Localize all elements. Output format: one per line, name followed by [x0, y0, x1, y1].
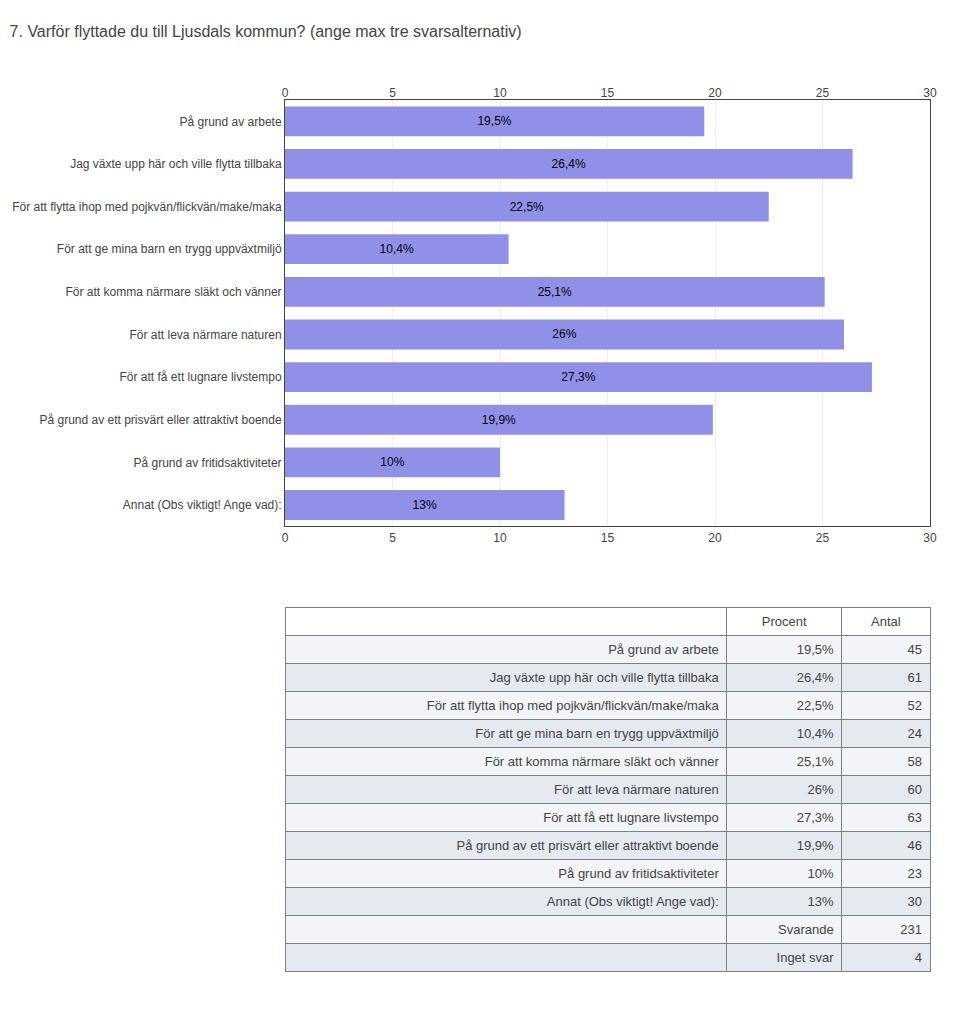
- svg-text:22,5%: 22,5%: [797, 698, 834, 713]
- svg-text:För att ge mina barn en trygg: För att ge mina barn en trygg uppväxtmil…: [475, 726, 719, 741]
- svg-text:22,5%: 22,5%: [510, 200, 544, 214]
- svg-text:Svarande: Svarande: [778, 922, 834, 937]
- svg-text:För att ge mina barn en trygg: För att ge mina barn en trygg uppväxtmil…: [57, 242, 282, 256]
- svg-text:24: 24: [908, 726, 922, 741]
- svg-text:23: 23: [908, 866, 922, 881]
- svg-text:För att komma närmare släkt oc: För att komma närmare släkt och vänner: [66, 285, 282, 299]
- svg-text:45: 45: [908, 642, 922, 657]
- svg-text:26%: 26%: [808, 782, 834, 797]
- svg-text:25,1%: 25,1%: [797, 754, 834, 769]
- svg-text:20: 20: [708, 531, 722, 545]
- svg-text:13%: 13%: [808, 894, 834, 909]
- svg-text:10,4%: 10,4%: [797, 726, 834, 741]
- svg-text:60: 60: [908, 782, 922, 797]
- svg-text:För att komma närmare släkt oc: För att komma närmare släkt och vänner: [485, 754, 720, 769]
- svg-text:58: 58: [908, 754, 922, 769]
- svg-text:På grund av fritidsaktiviteter: På grund av fritidsaktiviteter: [558, 866, 719, 881]
- svg-text:4: 4: [915, 950, 922, 965]
- svg-text:61: 61: [908, 670, 922, 685]
- svg-text:Procent: Procent: [762, 614, 807, 629]
- svg-text:13%: 13%: [413, 498, 437, 512]
- svg-text:På grund av ett prisvärt eller: På grund av ett prisvärt eller attraktiv…: [456, 838, 718, 853]
- svg-text:15: 15: [601, 86, 615, 100]
- svg-text:26%: 26%: [552, 327, 576, 341]
- svg-text:Inget svar: Inget svar: [777, 950, 835, 965]
- svg-text:5: 5: [389, 531, 396, 545]
- svg-text:För att flytta ihop med pojkvä: För att flytta ihop med pojkvän/flickvän…: [12, 200, 282, 214]
- svg-text:10: 10: [493, 531, 507, 545]
- svg-text:För att leva närmare naturen: För att leva närmare naturen: [130, 328, 282, 342]
- svg-text:0: 0: [282, 531, 289, 545]
- svg-text:30: 30: [923, 86, 937, 100]
- svg-text:15: 15: [601, 531, 615, 545]
- svg-text:19,9%: 19,9%: [797, 838, 834, 853]
- svg-text:10,4%: 10,4%: [380, 242, 414, 256]
- svg-text:10: 10: [493, 86, 507, 100]
- svg-text:25,1%: 25,1%: [538, 285, 572, 299]
- svg-text:27,3%: 27,3%: [797, 810, 834, 825]
- svg-text:231: 231: [900, 922, 922, 937]
- svg-text:19,5%: 19,5%: [797, 642, 834, 657]
- svg-text:25: 25: [816, 86, 830, 100]
- svg-text:Annat (Obs viktigt! Ange vad):: Annat (Obs viktigt! Ange vad):: [123, 498, 282, 512]
- svg-text:19,5%: 19,5%: [477, 114, 511, 128]
- svg-text:20: 20: [708, 86, 722, 100]
- svg-text:27,3%: 27,3%: [561, 370, 595, 384]
- svg-text:0: 0: [282, 86, 289, 100]
- svg-text:För att flytta ihop med pojkvä: För att flytta ihop med pojkvän/flickvän…: [427, 698, 720, 713]
- svg-text:Jag växte upp här och ville fl: Jag växte upp här och ville flytta tillb…: [70, 157, 282, 171]
- svg-text:På grund av fritidsaktiviteter: På grund av fritidsaktiviteter: [134, 456, 282, 470]
- svg-text:På grund av arbete: På grund av arbete: [608, 642, 719, 657]
- svg-text:Antal: Antal: [871, 614, 901, 629]
- svg-text:Jag växte upp här och ville fl: Jag växte upp här och ville flytta tillb…: [490, 670, 720, 685]
- svg-text:För att få ett lugnare livstem: För att få ett lugnare livstempo: [120, 370, 282, 384]
- svg-text:26,4%: 26,4%: [797, 670, 834, 685]
- svg-text:19,9%: 19,9%: [482, 413, 516, 427]
- svg-text:5: 5: [389, 86, 396, 100]
- svg-text:10%: 10%: [380, 455, 404, 469]
- svg-text:Annat (Obs viktigt! Ange vad):: Annat (Obs viktigt! Ange vad):: [547, 894, 719, 909]
- svg-text:63: 63: [908, 810, 922, 825]
- svg-text:10%: 10%: [808, 866, 834, 881]
- svg-text:30: 30: [908, 894, 922, 909]
- svg-text:För att få ett lugnare livstem: För att få ett lugnare livstempo: [543, 810, 719, 825]
- svg-text:På grund av ett prisvärt eller: På grund av ett prisvärt eller attraktiv…: [39, 413, 281, 427]
- svg-text:7. Varför flyttade du till Lju: 7. Varför flyttade du till Ljusdals komm…: [10, 23, 522, 40]
- svg-text:52: 52: [908, 698, 922, 713]
- svg-text:För att leva närmare naturen: För att leva närmare naturen: [554, 782, 719, 797]
- svg-text:25: 25: [816, 531, 830, 545]
- svg-text:26,4%: 26,4%: [552, 157, 586, 171]
- svg-text:46: 46: [908, 838, 922, 853]
- svg-text:På grund av arbete: På grund av arbete: [180, 115, 282, 129]
- svg-text:30: 30: [923, 531, 937, 545]
